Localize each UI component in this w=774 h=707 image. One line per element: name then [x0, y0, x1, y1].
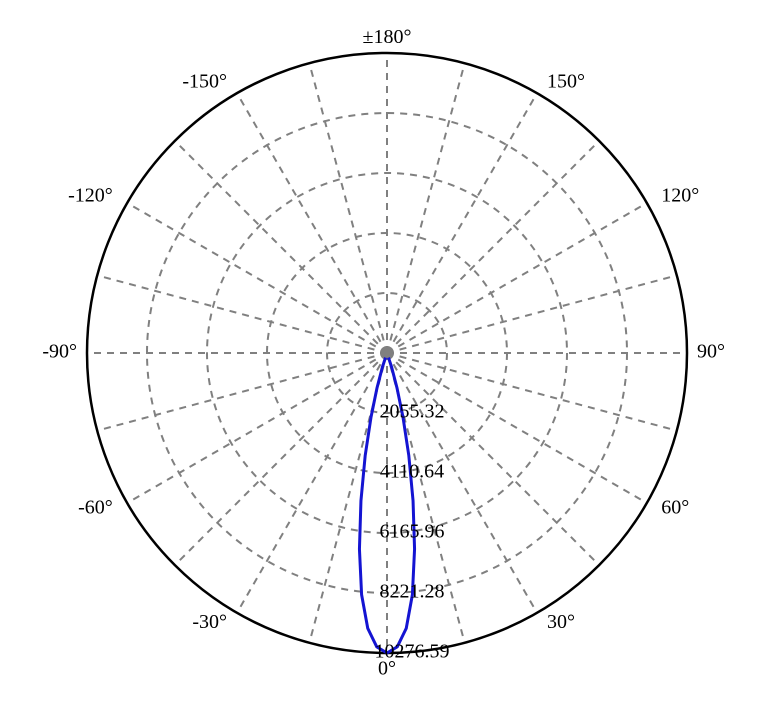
radial-tick-labels: 2055.324110.646165.968221.2810276.59	[375, 401, 450, 663]
grid-spoke	[237, 93, 387, 353]
angle-tick-label: 30°	[547, 611, 575, 633]
radial-tick-label: 4110.64	[380, 461, 444, 483]
angle-tick-label: -30°	[192, 611, 227, 633]
grid-spoke	[237, 353, 387, 613]
angle-tick-label: 150°	[547, 70, 585, 92]
polar-center-dot	[382, 348, 392, 358]
grid-spoke	[97, 353, 387, 431]
angle-tick-label: 120°	[661, 185, 699, 207]
radial-tick-label: 6165.96	[380, 521, 445, 543]
grid-spoke	[175, 141, 387, 353]
grid-spoke	[309, 63, 387, 353]
grid-spoke	[175, 353, 387, 565]
grid-spoke	[97, 275, 387, 353]
center-dot-icon	[382, 348, 392, 358]
radial-tick-label: 2055.32	[380, 401, 445, 423]
angle-tick-label: -120°	[68, 185, 113, 207]
grid-spoke	[387, 203, 647, 353]
grid-spoke	[387, 353, 537, 613]
angle-tick-label: 90°	[697, 341, 725, 363]
angle-tick-label: -60°	[78, 497, 113, 519]
grid-spoke	[127, 203, 387, 353]
polar-chart: 2055.324110.646165.968221.2810276.59 ±18…	[0, 0, 774, 707]
grid-spoke	[387, 275, 677, 353]
grid-spoke	[387, 141, 599, 353]
grid-spoke	[127, 353, 387, 503]
radial-tick-label: 8221.28	[380, 581, 445, 603]
angle-tick-label: ±180°	[363, 26, 412, 48]
angle-tick-label: 60°	[661, 497, 689, 519]
grid-spoke	[387, 63, 465, 353]
angle-tick-label: 0°	[378, 658, 396, 680]
grid-spoke	[387, 93, 537, 353]
angle-tick-label: -90°	[42, 341, 77, 363]
angle-tick-label: -150°	[182, 70, 227, 92]
